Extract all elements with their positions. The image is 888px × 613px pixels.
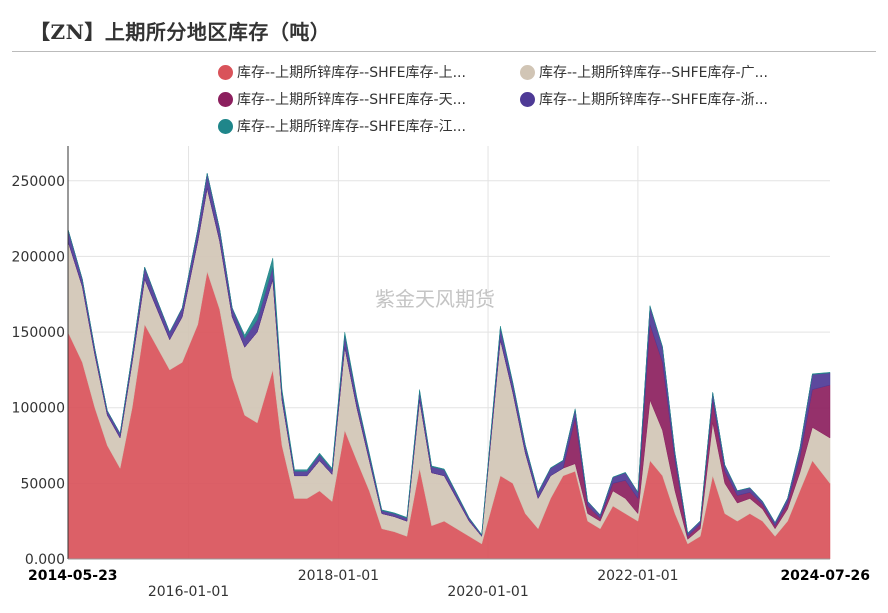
y-tick-label: 0.000 [25,552,65,568]
y-tick-label: 200000 [12,249,65,265]
title-divider [12,51,876,52]
legend-label-shanghai: 库存--上期所锌库存--SHFE库存-上... [237,65,466,81]
axes: 0.000 50000 100000 150000 200000 250000 2014-0… [12,146,870,600]
x-tick-label: 2022-01-01 [597,568,678,584]
legend-item-guangdong[interactable]: 库存--上期所锌库存--SHFE库存-广... [520,62,768,82]
watermark: 紫金天风期货 [375,287,495,311]
y-tick-label: 100000 [12,401,65,417]
y-tick-label: 250000 [12,174,65,190]
legend-swatch-guangdong [520,64,535,80]
y-tick-label: 150000 [12,325,65,341]
x-tick-label: 2018-01-01 [298,568,379,584]
x-tick-label: 2020-01-01 [447,584,528,600]
legend-item-shanghai[interactable]: 库存--上期所锌库存--SHFE库存-上... [218,62,466,82]
legend-label-zhejiang: 库存--上期所锌库存--SHFE库存-浙... [539,92,768,108]
x-tick-label: 2014-05-23 [28,568,118,584]
chart-title: 【ZN】上期所分地区库存（吨） [30,20,331,44]
area-series-4 [67,173,831,536]
legend-swatch-zhejiang [520,91,535,107]
legend-label-jiangsu: 库存--上期所锌库存--SHFE库存-江... [237,119,466,135]
y-tick-label: 50000 [20,476,65,492]
legend-item-jiangsu[interactable]: 库存--上期所锌库存--SHFE库存-江... [218,116,466,136]
legend-swatch-shanghai [218,64,233,80]
legend-item-zhejiang[interactable]: 库存--上期所锌库存--SHFE库存-浙... [520,89,768,109]
area-series [67,173,831,560]
legend-item-tianjin[interactable]: 库存--上期所锌库存--SHFE库存-天... [218,89,466,109]
legend-label-guangdong: 库存--上期所锌库存--SHFE库存-广... [539,65,768,81]
x-tick-label: 2024-07-26 [780,568,870,584]
legend-label-tianjin: 库存--上期所锌库存--SHFE库存-天... [237,92,466,108]
legend-swatch-jiangsu [218,118,233,134]
x-tick-label: 2016-01-01 [148,584,229,600]
legend-swatch-tianjin [218,91,233,107]
